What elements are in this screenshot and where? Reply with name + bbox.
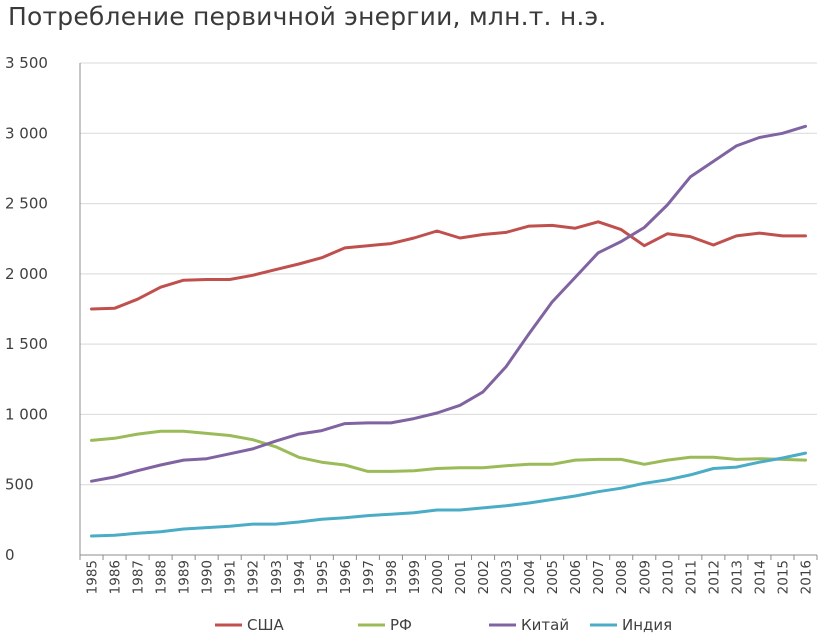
y-tick-label: 2 500 (5, 195, 48, 213)
legend-label: США (247, 616, 285, 634)
x-tick-label: 2005 (545, 560, 561, 594)
series-line-РФ (90, 429, 807, 473)
y-tick-label: 3 000 (5, 124, 48, 142)
chart-title: Потребление первичной энергии, млн.т. н.… (8, 2, 607, 31)
x-tick-label: 2002 (476, 560, 492, 594)
x-tick-label: 2010 (660, 560, 676, 594)
x-tick-label: 2006 (568, 560, 584, 594)
x-tick-label: 2013 (729, 560, 745, 594)
x-tick-label: 2016 (798, 560, 814, 594)
legend-label: Индия (622, 616, 672, 634)
x-tick-label: 1987 (131, 560, 147, 594)
y-tick-label: 3 500 (5, 54, 48, 72)
x-tick-label: 1997 (361, 560, 377, 594)
x-tick-label: 1999 (407, 560, 423, 594)
series-line-Индия (90, 451, 807, 538)
x-tick-label: 1985 (85, 560, 101, 594)
x-tick-label: 1988 (154, 560, 170, 594)
x-tick-label: 1995 (315, 560, 331, 594)
x-tick-label: 2007 (591, 560, 607, 594)
y-tick-label: 1 500 (5, 335, 48, 353)
x-tick-label: 2008 (614, 560, 630, 594)
x-tick-label: 1989 (177, 560, 193, 594)
x-tick-label: 1986 (108, 560, 124, 594)
y-tick-label: 0 (5, 546, 15, 564)
x-tick-label: 1991 (223, 560, 239, 594)
x-tick-label: 2011 (683, 560, 699, 594)
x-tick-label: 2000 (430, 560, 446, 594)
y-tick-label: 1 000 (5, 405, 48, 423)
x-tick-label: 1992 (246, 560, 262, 594)
x-tick-label: 2014 (752, 560, 768, 594)
x-tick-label: 1990 (200, 560, 216, 594)
legend-label: Китай (521, 616, 569, 634)
x-tick-label: 2009 (637, 560, 653, 594)
x-tick-label: 1996 (338, 560, 354, 594)
series-line-Китай (90, 124, 807, 483)
x-tick-label: 2004 (522, 560, 538, 594)
series-line-США (90, 220, 807, 311)
x-tick-label: 2001 (453, 560, 469, 594)
y-tick-label: 2 000 (5, 265, 48, 283)
x-tick-label: 2015 (775, 560, 791, 594)
x-tick-label: 2003 (499, 560, 515, 594)
legend-label: РФ (390, 616, 412, 634)
x-tick-label: 1998 (384, 560, 400, 594)
x-tick-label: 1994 (292, 560, 308, 594)
x-tick-label: 1993 (269, 560, 285, 594)
x-tick-label: 2012 (706, 560, 722, 594)
y-tick-label: 500 (5, 476, 34, 494)
